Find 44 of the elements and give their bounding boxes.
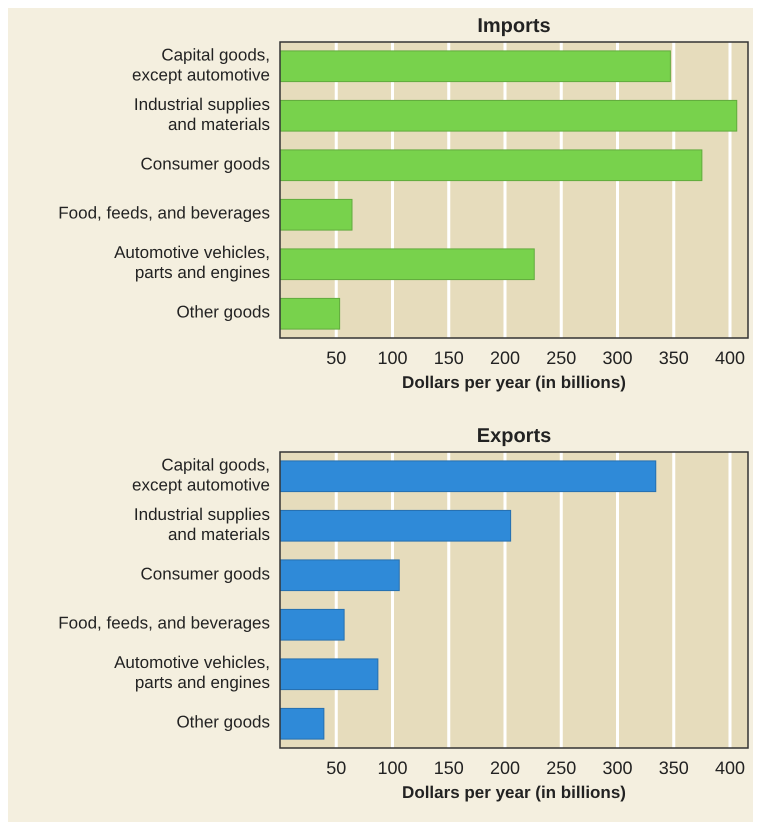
y-tick-label: Food, feeds, and beverages — [58, 614, 270, 634]
x-tick-label: 300 — [602, 758, 633, 778]
y-tick-label: Capital goods, except automotive — [132, 46, 270, 85]
bar — [280, 708, 324, 740]
bar — [280, 460, 656, 492]
x-tick-label: 100 — [377, 348, 408, 368]
x-tick-label: 150 — [434, 348, 464, 368]
bar — [280, 100, 738, 132]
x-axis-title: Dollars per year (in billions) — [402, 783, 626, 802]
x-tick-label: 150 — [434, 758, 464, 778]
bar — [280, 510, 512, 542]
x-tick-label: 300 — [602, 348, 633, 368]
y-tick-label: Industrial supplies and materials — [134, 95, 270, 134]
y-tick-label: Other goods — [176, 303, 270, 322]
x-tick-label: 50 — [326, 348, 346, 368]
x-tick-label: 100 — [377, 758, 408, 778]
y-tick-label: Automotive vehicles, parts and engines — [114, 244, 270, 283]
bar — [280, 298, 340, 330]
y-tick-label: Other goods — [176, 713, 270, 732]
x-tick-label: 200 — [490, 758, 520, 778]
bar — [280, 608, 345, 641]
x-tick-label: 400 — [714, 758, 746, 778]
x-tick-label: 400 — [714, 348, 746, 368]
y-tick-label: Food, feeds, and beverages — [58, 204, 270, 224]
bar — [280, 149, 702, 182]
x-tick-label: 350 — [658, 348, 689, 368]
y-tick-label: Capital goods, except automotive — [132, 456, 270, 495]
bar — [280, 658, 378, 690]
chart-title: Exports — [476, 425, 552, 447]
chart-title: Imports — [477, 15, 551, 37]
bar — [280, 559, 400, 592]
bar — [280, 198, 352, 231]
bar — [280, 248, 535, 280]
x-tick-label: 200 — [490, 348, 520, 368]
y-tick-label: Consumer goods — [140, 564, 270, 584]
x-tick-label: 250 — [546, 348, 576, 368]
x-axis-title: Dollars per year (in billions) — [402, 373, 626, 392]
y-tick-label: Industrial supplies and materials — [134, 505, 270, 544]
x-tick-label: 350 — [658, 758, 689, 778]
x-tick-label: 50 — [326, 758, 346, 778]
y-tick-label: Consumer goods — [140, 154, 270, 174]
y-tick-label: Automotive vehicles, parts and engines — [114, 654, 270, 693]
x-tick-label: 250 — [546, 758, 576, 778]
bar — [280, 50, 671, 82]
